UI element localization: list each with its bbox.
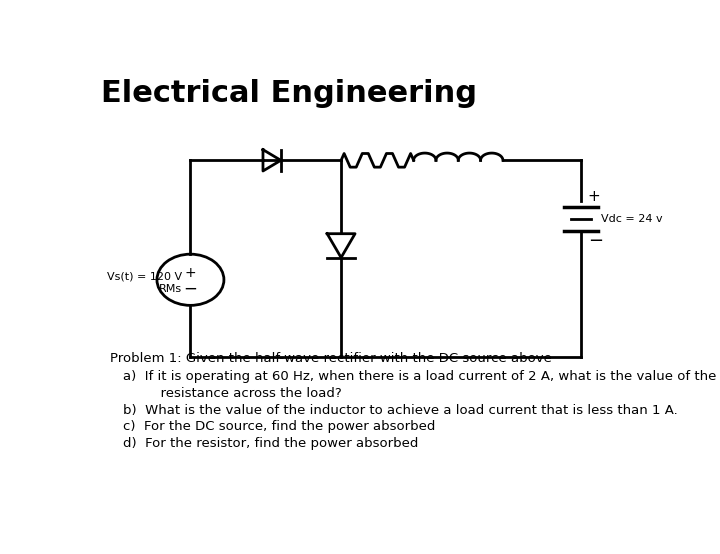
Text: resistance across the load?: resistance across the load? [135, 387, 341, 400]
Text: +: + [588, 189, 600, 204]
Text: c)  For the DC source, find the power absorbed: c) For the DC source, find the power abs… [124, 420, 436, 433]
Text: Problem 1: Given the half-wave rectifier with the DC source above: Problem 1: Given the half-wave rectifier… [109, 352, 552, 365]
Text: Vdc = 24 v: Vdc = 24 v [600, 214, 662, 224]
Text: −: − [184, 279, 197, 297]
Text: Vs(t) = 120 V: Vs(t) = 120 V [107, 271, 182, 281]
Text: −: − [588, 232, 603, 249]
Text: Electrical Engineering: Electrical Engineering [101, 79, 477, 108]
Text: a)  If it is operating at 60 Hz, when there is a load current of 2 A, what is th: a) If it is operating at 60 Hz, when the… [124, 370, 717, 383]
Text: d)  For the resistor, find the power absorbed: d) For the resistor, find the power abso… [124, 437, 419, 450]
Text: RMs: RMs [159, 284, 182, 294]
Text: b)  What is the value of the inductor to achieve a load current that is less tha: b) What is the value of the inductor to … [124, 404, 678, 417]
Text: +: + [184, 265, 197, 280]
